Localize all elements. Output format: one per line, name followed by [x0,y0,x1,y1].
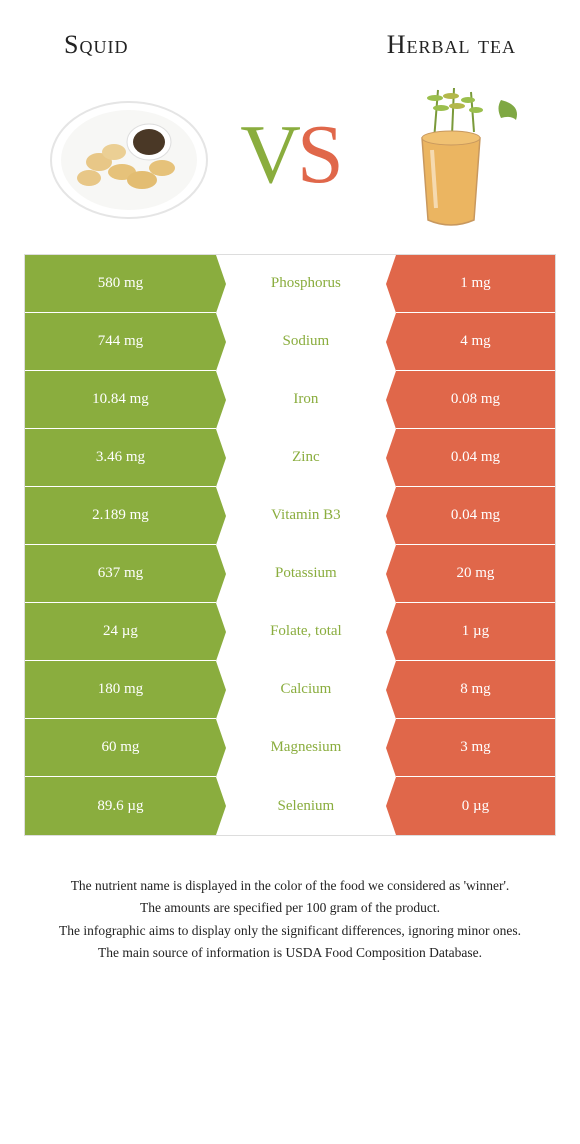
nutrient-label: Phosphorus [216,255,396,312]
right-food-title: Herbal tea [387,30,516,60]
left-value: 10.84 mg [25,371,216,428]
right-food-image [366,80,536,230]
nutrient-label: Folate, total [216,603,396,660]
nutrient-table: 580 mgPhosphorus1 mg744 mgSodium4 mg10.8… [24,254,556,836]
nutrient-label: Zinc [216,429,396,486]
nutrient-label: Calcium [216,661,396,718]
nutrient-label: Selenium [216,777,396,835]
left-value: 580 mg [25,255,216,312]
right-value: 0 µg [396,777,555,835]
nutrient-label: Iron [216,371,396,428]
left-food-title: Squid [64,30,128,60]
right-value: 0.04 mg [396,429,555,486]
left-value: 3.46 mg [25,429,216,486]
nutrient-label: Potassium [216,545,396,602]
right-value: 3 mg [396,719,555,776]
footer-line-2: The amounts are specified per 100 gram o… [34,898,546,918]
footer-line-3: The infographic aims to display only the… [34,921,546,941]
nutrient-row: 637 mgPotassium20 mg [25,545,555,603]
nutrient-row: 10.84 mgIron0.08 mg [25,371,555,429]
nutrient-row: 2.189 mgVitamin B30.04 mg [25,487,555,545]
nutrient-row: 24 µgFolate, total1 µg [25,603,555,661]
nutrient-label: Magnesium [216,719,396,776]
titles-row: Squid Herbal tea [24,20,556,80]
left-value: 744 mg [25,313,216,370]
right-value: 4 mg [396,313,555,370]
vs-s: S [297,108,340,201]
footer-notes: The nutrient name is displayed in the co… [24,836,556,963]
nutrient-row: 60 mgMagnesium3 mg [25,719,555,777]
vs-v: V [240,108,297,201]
footer-line-1: The nutrient name is displayed in the co… [34,876,546,896]
left-value: 89.6 µg [25,777,216,835]
footer-line-4: The main source of information is USDA F… [34,943,546,963]
left-value: 180 mg [25,661,216,718]
nutrient-row: 3.46 mgZinc0.04 mg [25,429,555,487]
right-value: 0.04 mg [396,487,555,544]
right-value: 8 mg [396,661,555,718]
right-value: 1 mg [396,255,555,312]
right-value: 20 mg [396,545,555,602]
vs-label: VS [240,113,339,197]
nutrient-row: 89.6 µgSelenium0 µg [25,777,555,835]
left-food-image [44,80,214,230]
infographic-container: Squid Herbal tea VS [0,0,580,985]
left-value: 24 µg [25,603,216,660]
nutrient-label: Sodium [216,313,396,370]
left-value: 60 mg [25,719,216,776]
nutrient-row: 580 mgPhosphorus1 mg [25,255,555,313]
hero-row: VS [24,80,556,254]
nutrient-label: Vitamin B3 [216,487,396,544]
left-value: 637 mg [25,545,216,602]
left-value: 2.189 mg [25,487,216,544]
right-value: 0.08 mg [396,371,555,428]
nutrient-row: 180 mgCalcium8 mg [25,661,555,719]
right-value: 1 µg [396,603,555,660]
nutrient-row: 744 mgSodium4 mg [25,313,555,371]
